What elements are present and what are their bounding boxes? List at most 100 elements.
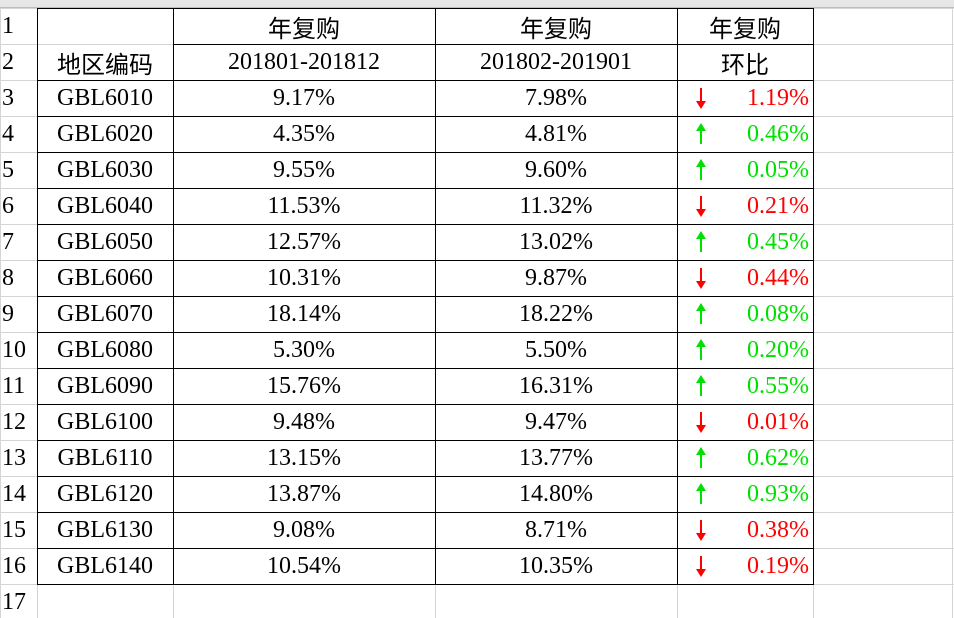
- change-cell: 0.55%: [747, 372, 809, 399]
- trend-arrow: [696, 556, 706, 577]
- row-number: 17: [2, 588, 26, 615]
- value-cell: 9.47%: [525, 408, 587, 435]
- header-cell: 年复购: [709, 16, 781, 43]
- value-cell: 8.71%: [525, 516, 587, 543]
- value-cell: 13.15%: [267, 444, 341, 471]
- region-code: GBL6140: [57, 552, 153, 579]
- row-number: 10: [2, 336, 26, 363]
- value-cell: 16.31%: [519, 372, 593, 399]
- value-cell: 9.08%: [273, 516, 335, 543]
- table-border: [173, 8, 174, 585]
- value-cell: 13.87%: [267, 480, 341, 507]
- trend-arrow: [696, 196, 706, 217]
- value-cell: 5.30%: [273, 336, 335, 363]
- trend-arrow: [696, 303, 706, 324]
- header-cell: 环比: [721, 52, 769, 79]
- value-cell: 18.22%: [519, 300, 593, 327]
- region-code: GBL6090: [57, 372, 153, 399]
- value-cell: 11.53%: [267, 192, 341, 219]
- change-cell: 0.08%: [747, 300, 809, 327]
- region-code: GBL6050: [57, 228, 153, 255]
- region-code: GBL6130: [57, 516, 153, 543]
- header-cell: 201802-201901: [480, 48, 632, 75]
- value-cell: 10.31%: [267, 264, 341, 291]
- table-border: [37, 188, 814, 189]
- row-number: 12: [2, 408, 26, 435]
- table-border: [37, 296, 814, 297]
- change-cell: 0.19%: [747, 552, 809, 579]
- value-cell: 9.55%: [273, 156, 335, 183]
- table-border: [37, 152, 814, 153]
- trend-arrow: [696, 483, 706, 504]
- region-code: GBL6030: [57, 156, 153, 183]
- trend-arrow: [696, 231, 706, 252]
- row-number: 1: [2, 12, 14, 39]
- table-border: [813, 8, 814, 585]
- value-cell: 11.32%: [519, 192, 593, 219]
- change-cell: 0.38%: [747, 516, 809, 543]
- region-code: GBL6100: [57, 408, 153, 435]
- region-code: GBL6080: [57, 336, 153, 363]
- change-cell: 0.46%: [747, 120, 809, 147]
- row-number: 3: [2, 84, 14, 111]
- change-cell: 1.19%: [747, 84, 809, 111]
- value-cell: 13.02%: [519, 228, 593, 255]
- change-cell: 0.21%: [747, 192, 809, 219]
- table-border: [37, 260, 814, 261]
- row-number: 11: [2, 372, 26, 399]
- value-cell: 18.14%: [267, 300, 341, 327]
- value-cell: 14.80%: [519, 480, 593, 507]
- table-border: [677, 8, 678, 585]
- trend-arrow: [696, 88, 706, 109]
- row-number: 15: [2, 516, 26, 543]
- value-cell: 7.98%: [525, 84, 587, 111]
- value-cell: 10.35%: [519, 552, 593, 579]
- table-border: [37, 8, 814, 9]
- table-border: [37, 440, 814, 441]
- trend-arrow: [696, 447, 706, 468]
- value-cell: 10.54%: [267, 552, 341, 579]
- trend-arrow: [696, 339, 706, 360]
- table-border: [37, 80, 814, 81]
- table-border: [37, 404, 814, 405]
- trend-arrow: [696, 123, 706, 144]
- row-number: 9: [2, 300, 14, 327]
- row-number: 13: [2, 444, 26, 471]
- region-code: GBL6120: [57, 480, 153, 507]
- value-cell: 4.81%: [525, 120, 587, 147]
- trend-arrow: [696, 268, 706, 289]
- change-cell: 0.45%: [747, 228, 809, 255]
- region-code: GBL6040: [57, 192, 153, 219]
- row-number: 16: [2, 552, 26, 579]
- value-cell: 9.48%: [273, 408, 335, 435]
- value-cell: 9.17%: [273, 84, 335, 111]
- row-number: 6: [2, 192, 14, 219]
- table-border: [37, 368, 814, 369]
- region-code: GBL6060: [57, 264, 153, 291]
- row-number: 5: [2, 156, 14, 183]
- value-cell: 12.57%: [267, 228, 341, 255]
- table-border: [37, 8, 38, 585]
- column-header-strip: [0, 0, 954, 8]
- table-border: [37, 224, 814, 225]
- value-cell: 15.76%: [267, 372, 341, 399]
- row-number: 14: [2, 480, 26, 507]
- row-number: 2: [2, 48, 14, 75]
- table-border: [37, 512, 814, 513]
- change-cell: 0.05%: [747, 156, 809, 183]
- header-cell: 201801-201812: [228, 48, 380, 75]
- trend-arrow: [696, 375, 706, 396]
- table-border: [37, 584, 814, 585]
- table-border: [37, 548, 814, 549]
- region-code: GBL6110: [57, 444, 153, 471]
- table-border: [435, 8, 436, 585]
- region-code: GBL6020: [57, 120, 153, 147]
- value-cell: 13.77%: [519, 444, 593, 471]
- table-border: [37, 332, 814, 333]
- row-number: 8: [2, 264, 14, 291]
- row-number: 7: [2, 228, 14, 255]
- value-cell: 9.60%: [525, 156, 587, 183]
- change-cell: 0.62%: [747, 444, 809, 471]
- grid-line: [0, 8, 1, 618]
